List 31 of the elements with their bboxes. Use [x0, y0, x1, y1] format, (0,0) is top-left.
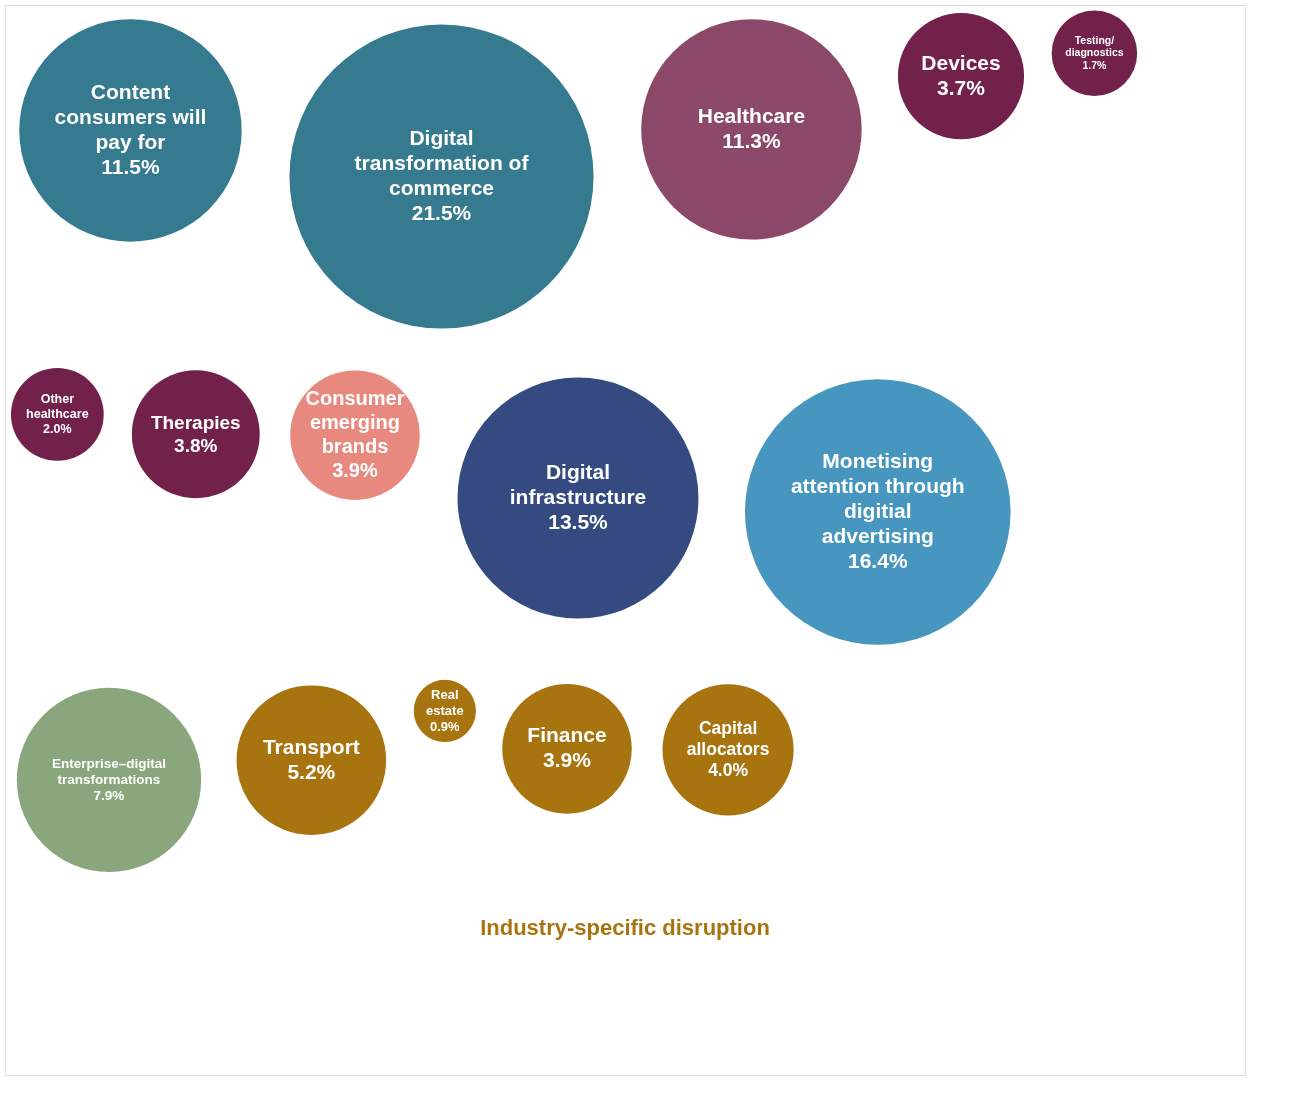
category-label: Consumer emerging brands — [305, 387, 405, 458]
category-label: Transport — [262, 734, 360, 758]
data-label: 13.5% — [548, 510, 609, 534]
category-label: Therapies — [150, 411, 241, 433]
data-label: 7.9% — [93, 788, 125, 803]
category-label: Devices — [921, 50, 1001, 74]
category-label: Testing/ diagnostics — [1065, 33, 1124, 59]
data-label: 5.2% — [287, 759, 336, 783]
category-label: Enterprise–digital transformations — [51, 755, 167, 787]
data-label: 3.7% — [937, 75, 986, 99]
category-label: Real estate — [426, 687, 464, 718]
category-label: Healthcare — [697, 103, 806, 127]
data-label: 4.0% — [708, 759, 749, 780]
data-label: 0.9% — [430, 718, 461, 734]
data-label: 3.8% — [174, 434, 218, 456]
data-label: 11.3% — [722, 128, 781, 152]
data-label: 16.4% — [848, 549, 908, 573]
category-label: Digital transformation of commerce — [354, 125, 530, 200]
category-label: Other healthcare — [26, 392, 89, 422]
text: Industry-specific disruption — [480, 914, 770, 940]
data-label: 21.5% — [411, 201, 472, 225]
data-label: 1.7% — [1082, 58, 1108, 71]
data-label: 2.0% — [43, 422, 72, 437]
category-label: Monetising attention through digitial advertising — [790, 448, 965, 548]
data-label: 3.9% — [543, 748, 592, 772]
data-label: 11.5% — [101, 155, 160, 179]
category-label: Capital allocators — [686, 717, 770, 759]
category-label: Finance — [527, 723, 607, 747]
data-label: 3.9% — [332, 459, 378, 482]
category-label: Content consumers will pay for — [54, 79, 207, 154]
category-label: Digital infrastructure — [509, 459, 647, 509]
